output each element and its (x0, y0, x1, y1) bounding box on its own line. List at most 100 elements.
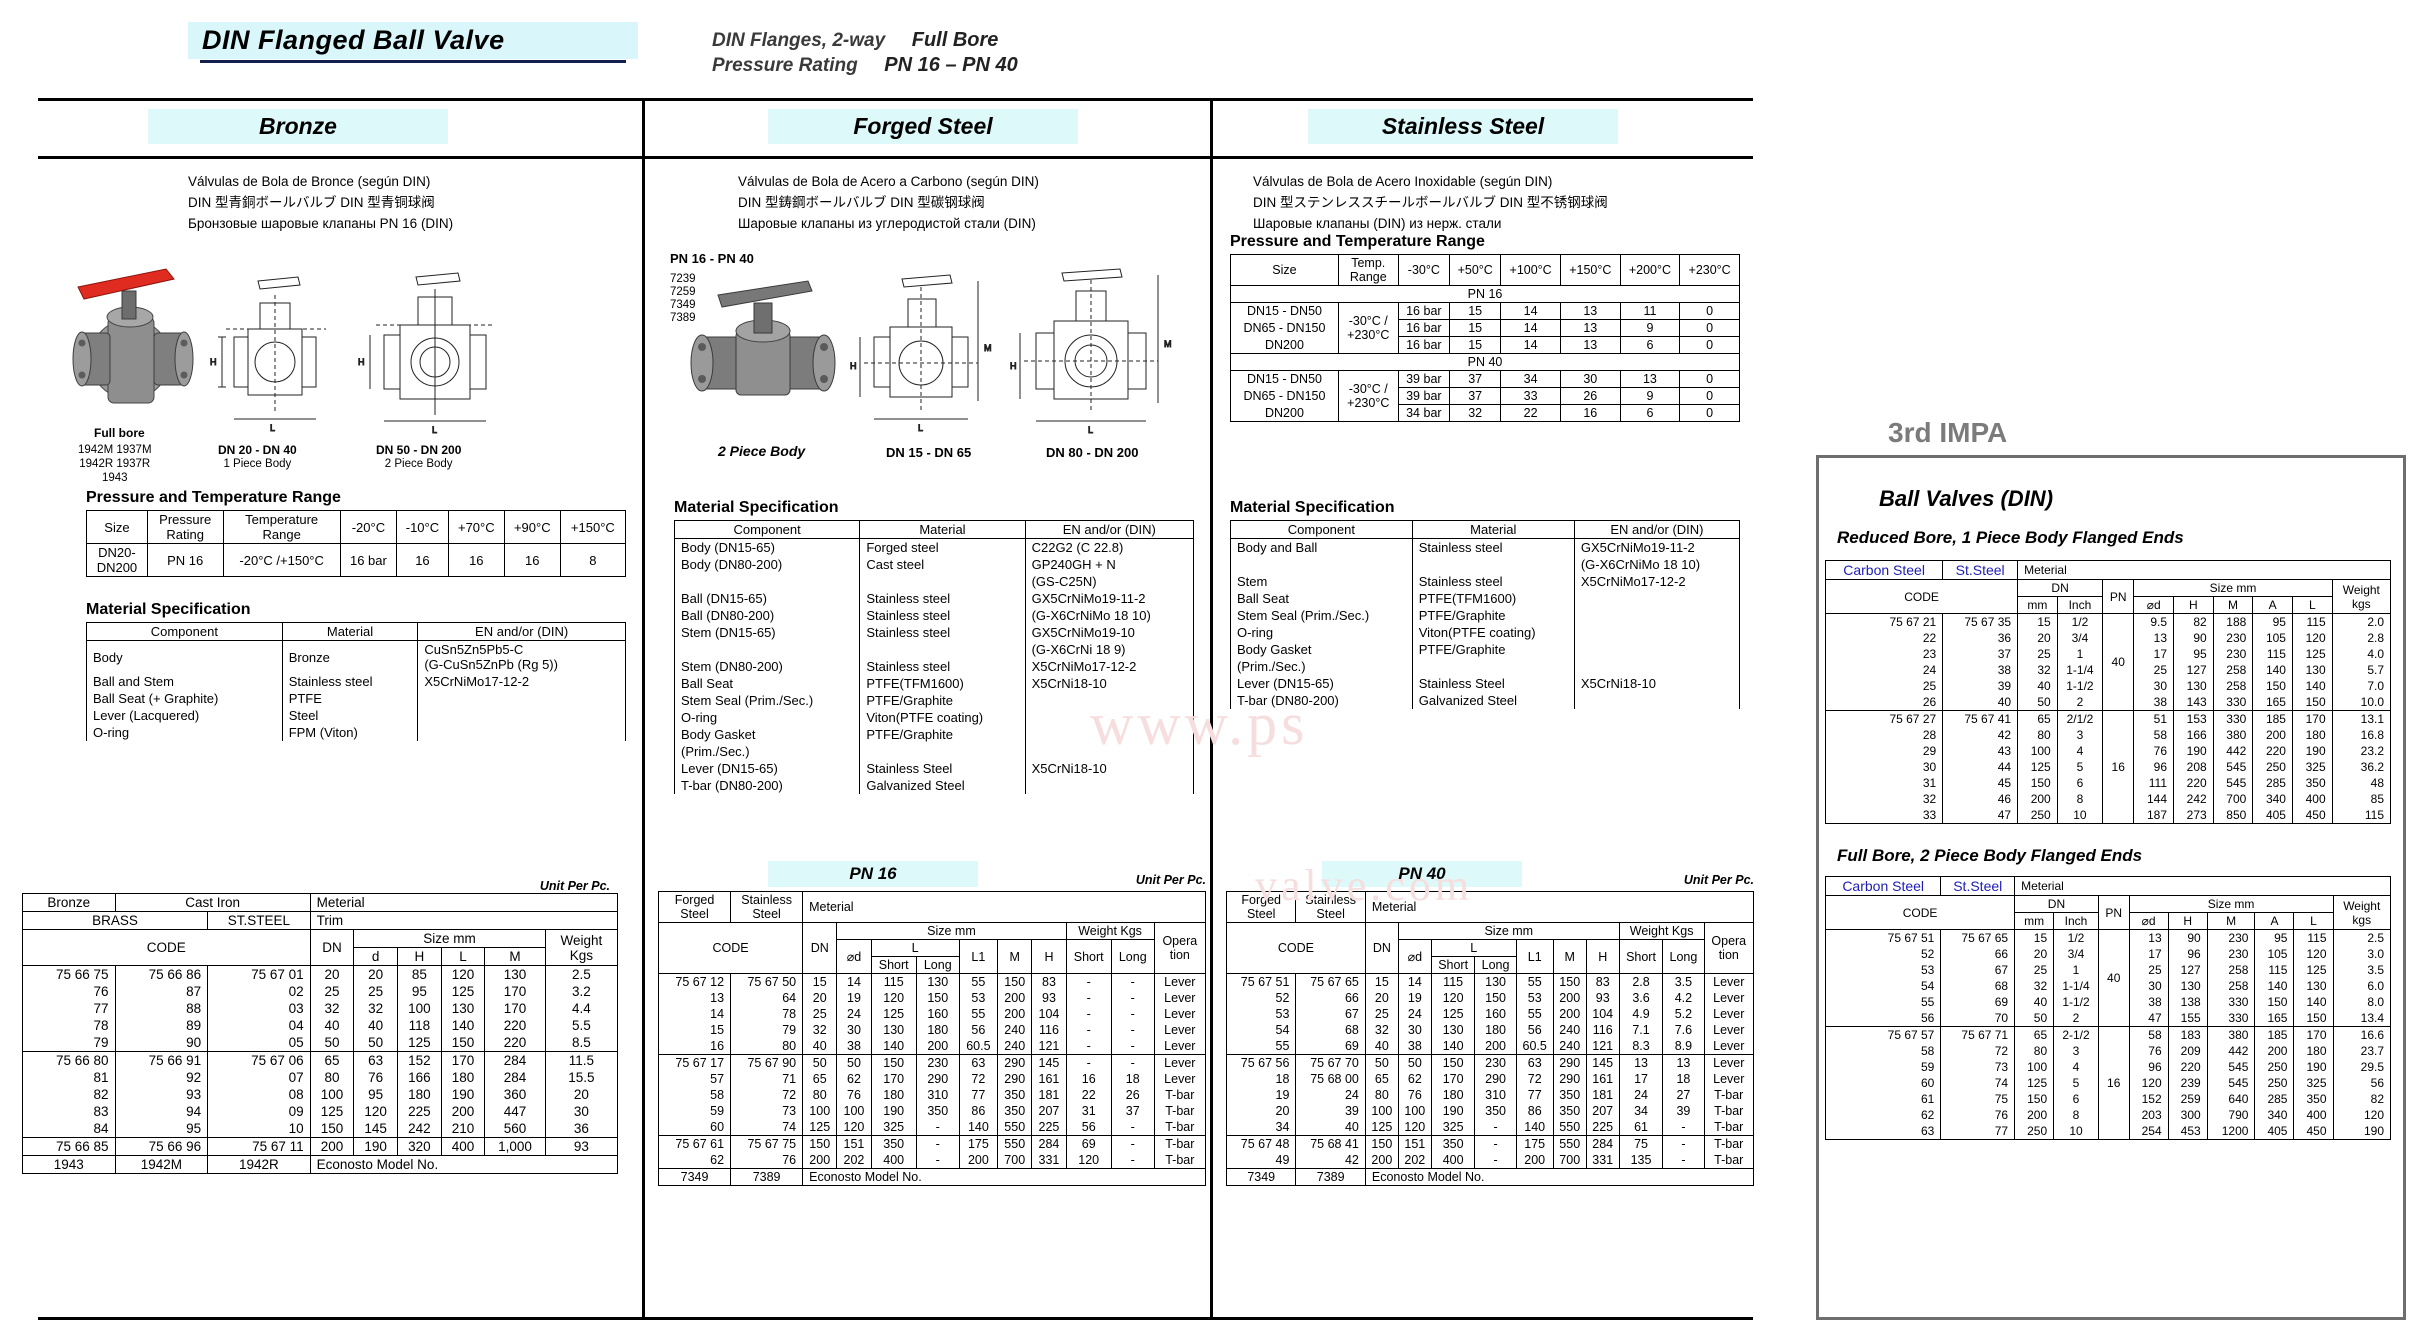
table-cell: 60 (1824, 1075, 1942, 1091)
table-header-row: mm Inch ⌀d H M A L (1826, 596, 2391, 614)
table-cell: 71 (730, 1071, 804, 1087)
table-cell: 18 (1225, 1071, 1297, 1087)
table-header-cell: Size (1230, 254, 1339, 286)
table-cell: 62 (1824, 1107, 1942, 1123)
table-cell: 210 (440, 1120, 486, 1138)
table-cell: 187 (2133, 807, 2175, 824)
table-row: 23 37 25 1 17 95 230 115 125 4.0 (1824, 646, 2392, 662)
table-cell: - (915, 1119, 960, 1136)
table-cell: 25 (2128, 962, 2169, 978)
table-cell: (GS-C25N) (1024, 573, 1195, 590)
table-header-cell: M (2212, 596, 2254, 614)
table-cell: 7349 (1225, 1168, 1297, 1186)
table-cell: Stainless steel (859, 624, 1026, 641)
table-cell: 400 (2291, 791, 2333, 807)
table-cell: 95 (397, 983, 442, 1000)
table-cell: Lever (1703, 973, 1755, 990)
table-cell: 24 (836, 1006, 872, 1022)
table-row: (G-X6CrNi 18 9) (673, 641, 1195, 658)
table-cell: Stainless steel (859, 590, 1026, 607)
table-header-cell: Material (859, 520, 1026, 539)
table-cell: 96 (2128, 1059, 2169, 1075)
table-cell: 16 (447, 543, 505, 577)
table-cell (859, 641, 1026, 658)
table-cell: 140 (870, 1038, 917, 1055)
table-cell: - (1110, 1135, 1155, 1152)
table-cell: 16.6 (2332, 1026, 2392, 1043)
table-cell: GX5CrNiMo19-11-2 (1573, 538, 1741, 556)
table-cell: 65 (1364, 1071, 1399, 1087)
table-header-cell: Material (1411, 520, 1575, 539)
svg-text:H: H (1010, 361, 1017, 371)
table-cell: 27 (1662, 1087, 1705, 1103)
table-cell: 75 67 41 (1942, 710, 2019, 727)
table-cell: O-ring (86, 724, 283, 741)
table-cell: 180 (2291, 727, 2333, 743)
table-cell: 151 (836, 1135, 872, 1152)
locale-ja-zh: DIN 型鋳鋼ボールバルブ DIN 型碳钢球阀 (738, 195, 985, 210)
table-cell: 140 (1430, 1038, 1476, 1055)
table-cell: 150 (2252, 678, 2293, 694)
table-cell: 68 (1940, 978, 2016, 994)
table-cell: 34 (1618, 1103, 1664, 1119)
table-cell: 400 (2293, 1107, 2334, 1123)
table-cell: 76 (2128, 1043, 2169, 1059)
table-cell: 190 (870, 1103, 917, 1119)
table-cell: 200 (1552, 990, 1587, 1006)
table-cell: 4.0 (2331, 646, 2392, 662)
table-cell: 170 (484, 983, 546, 1000)
table-row: Ball (DN15-65) Stainless steel GX5CrNiMo19… (673, 590, 1195, 607)
table-row: 53 67 25 24 125 160 55 200 104 4.9 5.2 Lever (1225, 1006, 1755, 1022)
table-cell: 125 (1430, 1006, 1476, 1022)
table-header-row: Component Material EN and/or (DIN) (86, 622, 626, 641)
table-row: Lever (DN15-65) Stainless Steel X5CrNi18-1… (1230, 675, 1741, 692)
table-cell: 3.5 (1662, 973, 1705, 990)
table-row: 62 76 200 202 400-200 700 331 120- T-bar (657, 1152, 1207, 1169)
table-cell: 32 (1364, 1022, 1399, 1038)
table-cell: GX5CrNiMo19-10 (1024, 624, 1195, 641)
table-cell: 79 (22, 1034, 116, 1052)
table-cell: 700 (2212, 791, 2254, 807)
table-cell: 40 (353, 1017, 398, 1034)
bronze-model-1: 1942M 1937M (78, 444, 152, 456)
category-title-stainless: Stainless Steel (1308, 109, 1618, 144)
table-header-cell: DN (1364, 922, 1399, 974)
table-cell: 545 (2206, 1059, 2256, 1075)
table-cell: 72 (1515, 1071, 1554, 1087)
table-cell: - (1110, 1038, 1155, 1055)
table-cell: (G-X6CrNi 18 9) (1024, 641, 1195, 658)
table-cell: 82 (2332, 1091, 2392, 1107)
table-row: DN65 - DN150 16 bar 15 14 13 9 0 (1230, 319, 1740, 337)
table-cell: 77 (958, 1087, 999, 1103)
table-cell: 20 (802, 990, 838, 1006)
table-cell: 24 (1824, 662, 1944, 678)
table-cell: 166 (397, 1069, 442, 1086)
table-cell: 39 (1662, 1103, 1705, 1119)
table-cell: 34 (1225, 1119, 1297, 1136)
table-cell: 190 (440, 1086, 486, 1103)
table-cell: 76 (22, 983, 116, 1000)
table-cell: 64 (730, 990, 804, 1006)
table-cell: - (1110, 1119, 1155, 1136)
bronze-model-3: 1943 (101, 472, 128, 484)
table-cell: 1 (2056, 646, 2104, 662)
table-footer-row: 1943 1942M 1942R Econosto Model No. (22, 1155, 619, 1174)
table-cell: 175 (1515, 1135, 1554, 1152)
table-header-cell: Carbon Steel (1824, 876, 1942, 896)
table-cell: 84 (22, 1120, 116, 1138)
table-cell: PTFE(TFM1600) (1411, 590, 1575, 607)
table-cell: 69 (1295, 1038, 1366, 1055)
table-cell: 80 (802, 1087, 838, 1103)
table-header-cell: Weight Kgs (1618, 922, 1705, 940)
table-row: 75 66 85 75 66 96 75 67 11 200 190 320 400 1,00… (22, 1137, 619, 1156)
table-cell: 75 67 75 (730, 1135, 804, 1152)
table-cell: 120 (2332, 1107, 2392, 1123)
locale-ru: Бронзовые шаровые клапаны PN 16 (DIN) (188, 216, 454, 231)
table-cell (1024, 777, 1195, 794)
table-cell: 62 (657, 1152, 732, 1169)
table-cell: 26 (1559, 387, 1621, 405)
table-cell: 100 (309, 1086, 355, 1103)
table-cell: 1943 (22, 1155, 116, 1174)
table-cell: 34 bar (1397, 404, 1451, 422)
table-cell: 190 (2173, 743, 2214, 759)
